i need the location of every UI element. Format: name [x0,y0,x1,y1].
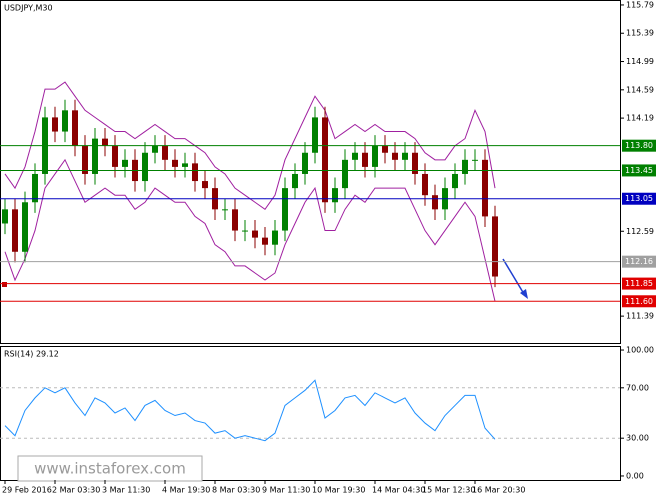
candle-body [32,173,38,203]
y-tick-label: 115.39 [626,29,654,38]
candle-body [472,159,478,161]
rsi-line [4,379,496,442]
level-box [622,255,656,268]
watermark-box [17,455,203,482]
level-label: 112.16 [625,257,653,266]
level-box [622,139,656,152]
candle-body [352,152,358,160]
candle-body [162,145,168,160]
y-tick-label: 100.00 [626,346,654,355]
level-box [622,164,656,177]
candle-body [492,216,498,277]
y-tick-label: 114.99 [626,57,654,66]
candle-body [412,152,418,174]
candle-body [82,145,88,174]
plot-layer [2,81,498,302]
x-tick-label: 29 Feb 2016 [2,486,52,495]
level-label: 113.80 [625,141,653,150]
candle-body [232,209,238,231]
candle-body [2,209,8,224]
candle-body [432,195,438,210]
candle-body [152,145,158,153]
candle-body [362,152,368,167]
x-tick-label: 15 Mar 12:30 [422,486,475,495]
candle-body [222,209,228,211]
candle-body [282,188,288,231]
level-box [622,295,656,308]
arrow-head [520,289,528,299]
level-box [622,192,656,205]
chart-title: USDJPY,M30 [4,4,53,13]
candle-body [302,152,308,174]
band [4,158,496,302]
marker [2,282,7,287]
x-tick-label: 4 Mar 19:30 [162,486,210,495]
watermark: www.instaforex.com [34,460,186,478]
candle-body [72,110,78,146]
x-tick-label: 16 Mar 20:30 [472,486,525,495]
candle-body [332,188,338,203]
candle-body [392,152,398,160]
x-tick-label: 9 Mar 11:30 [262,486,310,495]
candle-body [242,230,248,232]
x-tick-label: 2 Mar 03:30 [52,486,100,495]
x-tick-label: 3 Mar 11:30 [102,486,150,495]
candle-body [422,173,428,196]
candle-body [452,173,458,189]
y-tick-label: 112.59 [626,227,654,236]
rsi-panel [0,346,621,481]
candle-body [92,138,98,174]
level-label: 113.05 [625,194,653,203]
candle-body [382,145,388,153]
rsi-title: RSI(14) 29.12 [4,350,59,359]
level-label: 111.60 [625,297,653,306]
candle-body [122,159,128,167]
candle-body [462,159,468,174]
level-label: 111.85 [625,279,653,288]
candle-body [292,173,298,189]
y-tick-label: 70.00 [626,383,649,392]
candle-body [262,237,268,245]
y-tick-label: 0.00 [626,471,644,480]
candle-body [252,230,258,238]
candle-body [272,230,278,245]
x-tick-label: 10 Mar 19:30 [312,486,365,495]
candle-body [22,202,28,252]
candle-body [142,152,148,182]
candle-body [52,117,58,132]
candle-body [312,117,318,153]
candle-body [202,181,208,189]
candle-body [182,163,188,167]
level-label: 113.45 [625,166,653,175]
y-tick-label: 114.19 [626,114,654,123]
x-tick-label: 14 Mar 04:30 [372,486,425,495]
level-box [622,277,656,290]
y-tick-label: 111.39 [626,312,654,321]
y-tick-label: 30.00 [626,434,649,443]
candle-body [372,145,378,167]
candle-body [322,117,328,203]
candle-body [342,159,348,189]
price-panel [0,0,621,344]
candle-body [192,163,198,182]
candle-body [12,209,18,252]
y-tick-label: 114.59 [626,85,654,94]
x-tick-label: 8 Mar 03:30 [212,486,260,495]
candle-body [102,138,108,146]
candle-body [112,145,118,167]
candle-body [402,152,408,160]
candle-body [172,159,178,167]
candle-body [482,159,488,217]
candle-body [62,110,68,132]
y-tick-label: 115.79 [626,0,654,9]
arrow [502,258,525,295]
